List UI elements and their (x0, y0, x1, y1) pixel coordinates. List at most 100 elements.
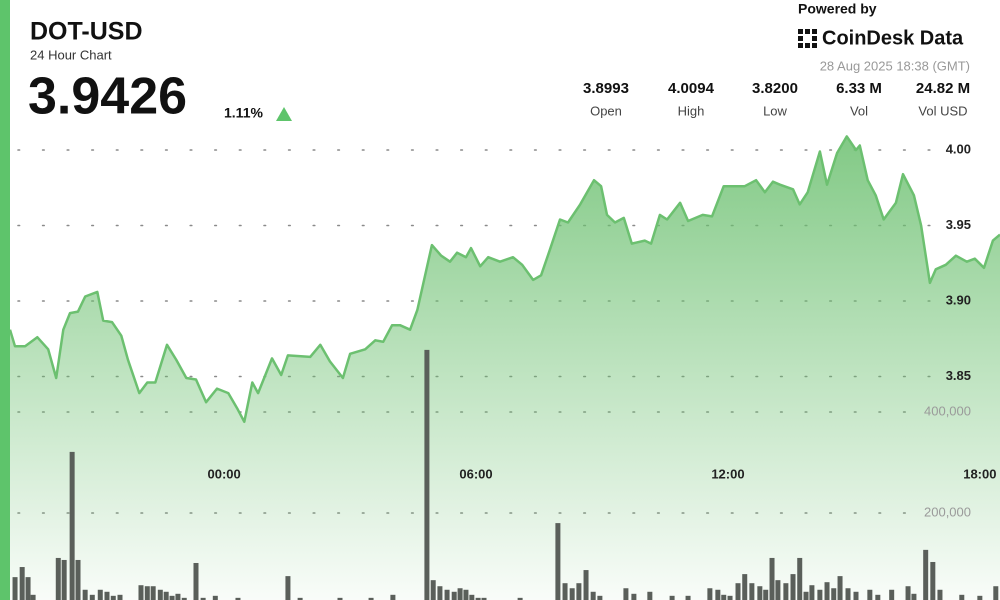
stat-value: 4.0094 (668, 80, 715, 97)
volume-bar (875, 594, 881, 600)
volume-bar (368, 597, 374, 600)
stat-value: 24.82 M (916, 80, 970, 97)
volume-bar (905, 586, 911, 600)
powered-by: Powered by (798, 1, 877, 17)
volume-bar (783, 583, 789, 600)
volume-bar (104, 591, 110, 600)
volume-bar (845, 588, 851, 600)
volume-bar (749, 583, 755, 600)
volume-bar (590, 591, 596, 600)
volume-bar (757, 586, 763, 600)
volume-bar (285, 576, 291, 600)
volume-bar (235, 597, 241, 600)
chart-subtitle: 24 Hour Chart (30, 47, 112, 62)
volume-bar (212, 595, 218, 600)
volume-bar (424, 349, 430, 600)
volume-bar (169, 595, 175, 600)
volume-bar (25, 577, 31, 600)
volume-bar (993, 586, 999, 600)
volume-bar (55, 557, 61, 600)
price-area (10, 136, 1000, 600)
volume-bar (555, 523, 561, 600)
volume-bar (809, 585, 815, 600)
volume-bar (853, 591, 859, 600)
volume-bar (181, 597, 187, 600)
volume-bar (715, 589, 721, 600)
accent-bar (0, 0, 10, 600)
y-tick-label: 3.85 (946, 368, 971, 383)
volume-bar (647, 591, 653, 600)
volume-bar (775, 580, 781, 600)
volume-bar (444, 589, 450, 600)
volume-bar (175, 593, 181, 600)
volume-bar (763, 589, 769, 600)
volume-bar (437, 586, 443, 600)
up-arrow (276, 107, 292, 121)
volume-bar (727, 595, 733, 600)
volume-bar (12, 577, 18, 600)
volume-tick-label: 200,000 (924, 504, 971, 519)
stat-label: High (678, 103, 705, 118)
volume-bar (117, 594, 123, 600)
volume-bar (61, 559, 67, 600)
volume-bar (583, 570, 589, 600)
volume-bar (837, 576, 843, 600)
volume-bar (707, 588, 713, 600)
volume-bar (144, 586, 150, 600)
volume-bar (430, 580, 436, 600)
price-line (8, 135, 1000, 424)
x-tick-label: 18:00 (963, 466, 996, 481)
volume-bar (297, 597, 303, 600)
volume-bar (193, 562, 199, 600)
label-layer: 3.85 3.90 3.95 4.00 200,000 400,000 00:00 06:00… (207, 141, 996, 519)
y-tick-label: 4.00 (946, 141, 971, 156)
volume-bar (517, 597, 523, 600)
volume-bar (930, 561, 936, 600)
volume-bar (30, 594, 36, 600)
volume-bar (669, 595, 675, 600)
volume-bar (89, 594, 95, 600)
volume-bar (735, 583, 741, 600)
volume-bar (937, 589, 943, 600)
volume-bar (481, 597, 487, 600)
volume-bar (867, 589, 873, 600)
volume-bar (475, 597, 481, 600)
volume-bar (138, 585, 144, 600)
chart-title: DOT-USD (30, 18, 143, 46)
volume-tick-label: 400,000 (924, 403, 971, 418)
stat-label: Open (590, 103, 622, 118)
volume-bar (889, 589, 895, 600)
volume-bar (200, 597, 206, 600)
volume-bar (685, 595, 691, 600)
volume-bar (451, 591, 457, 600)
x-tick-label: 06:00 (459, 466, 492, 481)
stat-value: 6.33 M (836, 80, 882, 97)
x-tick-label: 12:00 (711, 466, 744, 481)
volume-bar (69, 451, 75, 600)
volume-bar (97, 589, 103, 600)
volume-bar (797, 557, 803, 600)
volume-bar (631, 593, 637, 600)
volume-bar (959, 594, 965, 600)
area-layer (8, 135, 1000, 600)
volume-bar (150, 586, 156, 600)
volume-bar (337, 597, 343, 600)
volume-bar (157, 589, 163, 600)
volume-bar (817, 589, 823, 600)
volume-bar (790, 574, 796, 600)
volume-bar (562, 583, 568, 600)
volume-bar (576, 583, 582, 600)
volume-bar (769, 557, 775, 600)
volume-bar (803, 591, 809, 600)
volume-bar (110, 595, 116, 600)
stat-label: Vol (850, 103, 868, 118)
brand-logo (798, 29, 817, 48)
volume-bar (721, 594, 727, 600)
volume-bar (19, 567, 25, 600)
volume-bar (824, 582, 830, 600)
volume-bar (977, 595, 983, 600)
stat-value: 3.8200 (752, 80, 798, 97)
volume-bar (597, 595, 603, 600)
change: 1.11% (224, 105, 263, 121)
